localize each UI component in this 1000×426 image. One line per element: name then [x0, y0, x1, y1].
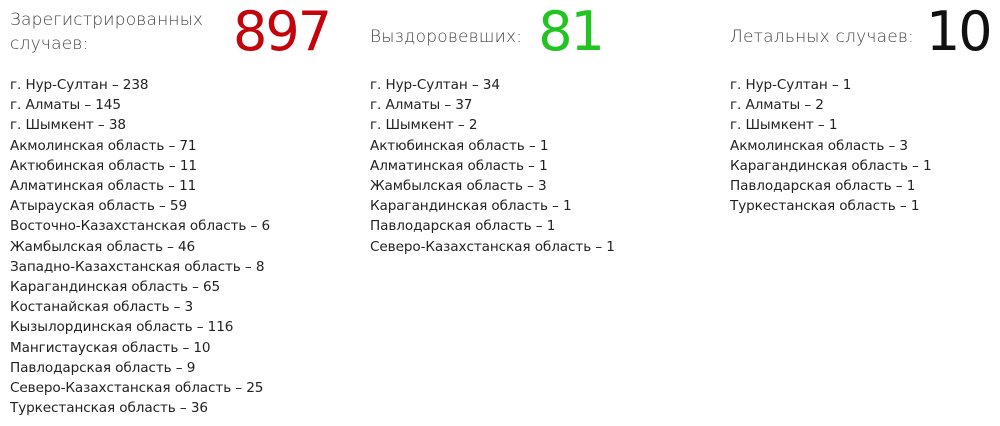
- region-item: Жамбылская область – 3: [370, 178, 547, 195]
- region-item: г. Нур-Султан – 34: [370, 77, 500, 93]
- region-item: Мангистауская область – 10: [10, 339, 211, 356]
- region-item: Карагандинская область – 1: [370, 198, 572, 215]
- region-item: Туркестанская область – 1: [730, 198, 920, 215]
- registered-title: Зарегистрированных случаев:: [10, 10, 204, 54]
- recovered-title: Выздоровевших:: [370, 27, 523, 47]
- region-item: Павлодарская область – 1: [370, 218, 556, 235]
- registered-count: 897: [233, 0, 332, 63]
- region-item: Костанайская область – 3: [10, 299, 194, 316]
- region-item: Атырауская область – 59: [10, 198, 188, 215]
- region-item: Актюбинская область – 1: [370, 137, 549, 154]
- region-item: Восточно-Казахстанская область – 6: [10, 218, 271, 235]
- recovered-list: г. Нур-Султан – 34 г. Алматы – 37 г. Шымке…: [370, 75, 615, 257]
- region-item: Акмолинская область – 71: [10, 137, 197, 154]
- region-item: Туркестанская область – 36: [10, 400, 208, 417]
- region-item: Карагандинская область – 1: [730, 157, 932, 174]
- registered-list: г. Нур-Султан – 238 г. Алматы – 145 г. Шым…: [10, 75, 270, 418]
- region-item: Западно-Казахстанская область – 8: [10, 258, 265, 275]
- region-item: г. Шымкент – 38: [10, 117, 126, 134]
- region-item: Алматинская область – 11: [10, 178, 197, 195]
- region-item: Павлодарская область – 9: [10, 359, 196, 376]
- region-item: г. Алматы – 37: [370, 97, 473, 114]
- region-item: г. Алматы – 2: [730, 97, 824, 114]
- region-item: Актюбинская область – 11: [10, 157, 197, 174]
- deaths-list: г. Нур-Султан – 1 г. Алматы – 2 г. Шымкент…: [730, 75, 932, 216]
- region-item: г. Нур-Султан – 238: [10, 77, 149, 93]
- recovered-count: 81: [538, 0, 605, 63]
- region-item: Жамбылская область – 46: [10, 238, 196, 255]
- region-item: Северо-Казахстанская область – 1: [370, 238, 615, 255]
- region-item: Кызылординская область – 116: [10, 319, 234, 336]
- region-item: г. Алматы – 145: [10, 97, 121, 114]
- region-item: Северо-Казахстанская область – 25: [10, 380, 264, 397]
- region-item: Карагандинская область – 65: [10, 279, 221, 296]
- region-item: Акмолинская область – 3: [730, 137, 908, 154]
- region-item: г. Нур-Султан – 1: [730, 77, 852, 93]
- region-item: г. Шымкент – 2: [370, 117, 478, 134]
- region-item: Павлодарская область – 1: [730, 178, 916, 195]
- region-item: г. Шымкент – 1: [730, 117, 838, 134]
- region-item: Алматинская область – 1: [370, 157, 548, 174]
- deaths-count: 10: [925, 0, 993, 63]
- deaths-title: Летальных случаев:: [730, 27, 914, 47]
